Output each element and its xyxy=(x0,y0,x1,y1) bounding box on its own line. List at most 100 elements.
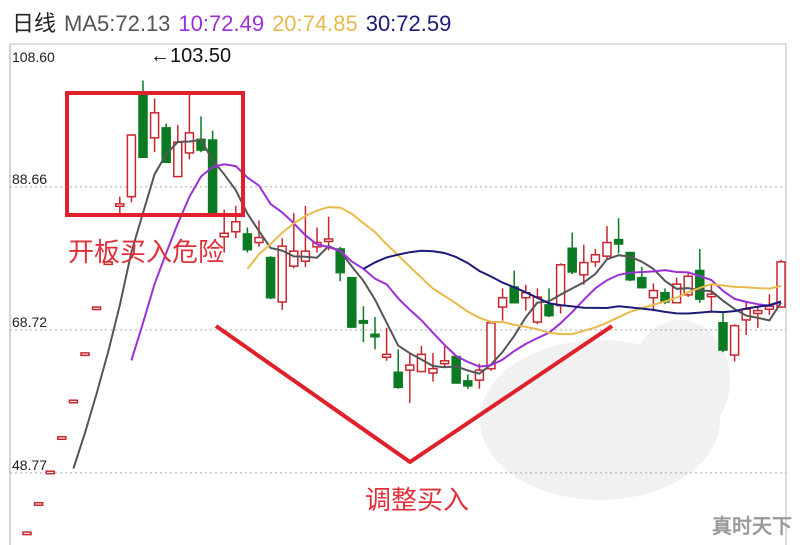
candle-body xyxy=(68,399,79,404)
candle-body xyxy=(103,261,113,266)
candle xyxy=(57,436,67,441)
candle-body xyxy=(323,238,334,243)
candle-body xyxy=(718,322,728,351)
candle-body xyxy=(381,353,392,358)
candle xyxy=(567,232,577,275)
candle xyxy=(173,124,183,178)
candle xyxy=(637,266,647,289)
candle xyxy=(497,288,508,321)
candle-body xyxy=(242,233,253,251)
candle xyxy=(149,98,160,153)
candle xyxy=(718,312,728,353)
candle xyxy=(265,256,276,300)
candle xyxy=(22,531,32,536)
candle-body xyxy=(683,275,693,296)
candle-body xyxy=(265,256,276,299)
buy-v-annotation xyxy=(214,324,614,465)
candle xyxy=(207,130,218,214)
candle xyxy=(347,276,357,328)
candle-body xyxy=(254,236,264,244)
candle-body xyxy=(416,353,427,373)
candle xyxy=(463,374,473,389)
candle xyxy=(231,205,241,239)
ma20-line xyxy=(246,206,782,336)
candle-body xyxy=(207,139,218,214)
candle xyxy=(590,248,601,267)
buy-label: 调整买入 xyxy=(365,486,470,516)
candle-body xyxy=(532,296,543,323)
candle xyxy=(648,283,659,312)
candle xyxy=(358,306,369,343)
candle xyxy=(103,261,113,266)
candle xyxy=(439,346,450,368)
candle xyxy=(613,218,624,254)
candle xyxy=(741,300,751,335)
candle-body xyxy=(231,221,241,233)
y-tick-label: 108.60 xyxy=(12,49,55,65)
candle-body xyxy=(729,324,740,356)
chart-header: 日线 MA5:72.13 10:72.49 20:74.85 30:72.59 xyxy=(12,6,459,38)
candle-body xyxy=(555,264,566,307)
candle-body xyxy=(695,269,705,300)
candle-body xyxy=(347,276,357,328)
candle-body xyxy=(57,436,67,441)
candle-body xyxy=(602,241,612,257)
candle-body xyxy=(393,371,403,389)
candle-body xyxy=(22,531,32,536)
candle xyxy=(91,306,102,311)
candle-body xyxy=(648,289,659,299)
candle-body xyxy=(439,360,450,365)
candle-body xyxy=(625,251,635,281)
y-tick-label: 88.66 xyxy=(12,171,47,187)
candle-body xyxy=(544,304,554,317)
candle xyxy=(671,277,682,304)
candle xyxy=(393,349,403,389)
candle xyxy=(68,399,79,404)
ma10-value: 10:72.49 xyxy=(178,11,265,36)
ma5-line xyxy=(72,138,782,469)
danger-box xyxy=(65,91,245,217)
watermark: 真时天下 xyxy=(712,514,792,538)
candle-body xyxy=(80,352,90,357)
candle-body xyxy=(428,367,438,374)
candle-body xyxy=(579,261,589,276)
candle-body xyxy=(776,261,786,308)
candle-body xyxy=(277,245,287,303)
candle xyxy=(45,470,55,475)
candle xyxy=(474,363,485,389)
candle-body xyxy=(405,364,415,371)
candle-body xyxy=(370,333,380,338)
candle-body xyxy=(149,112,160,139)
period-label: 日线 xyxy=(12,11,57,36)
candle xyxy=(579,244,589,285)
candle-body xyxy=(289,250,299,267)
y-tick-label: 48.77 xyxy=(12,457,47,473)
candle-body xyxy=(753,309,763,315)
candle-body xyxy=(184,132,195,154)
candle-body xyxy=(115,203,125,208)
candle-body xyxy=(590,253,601,263)
candle-body xyxy=(219,232,229,238)
candle xyxy=(451,355,461,384)
candle-body xyxy=(451,355,461,384)
candle xyxy=(706,284,717,313)
candle xyxy=(161,123,171,164)
candle xyxy=(323,216,334,251)
candle-body xyxy=(567,247,577,273)
candle-body xyxy=(33,501,44,506)
ma20-value: 20:74.85 xyxy=(272,11,358,36)
candle-body xyxy=(161,127,171,164)
candle xyxy=(370,317,380,350)
candle xyxy=(776,259,786,308)
candle-body xyxy=(138,91,148,158)
candle-body xyxy=(497,296,508,308)
candle xyxy=(381,327,392,361)
candle-body xyxy=(358,319,369,324)
ma30-value: 30:72.59 xyxy=(365,11,452,36)
candle-body xyxy=(173,141,183,178)
watermark-shape xyxy=(630,320,730,440)
peak-price-label: ←103.50 xyxy=(150,45,232,67)
ma10-line xyxy=(130,163,782,368)
candle xyxy=(405,352,415,404)
